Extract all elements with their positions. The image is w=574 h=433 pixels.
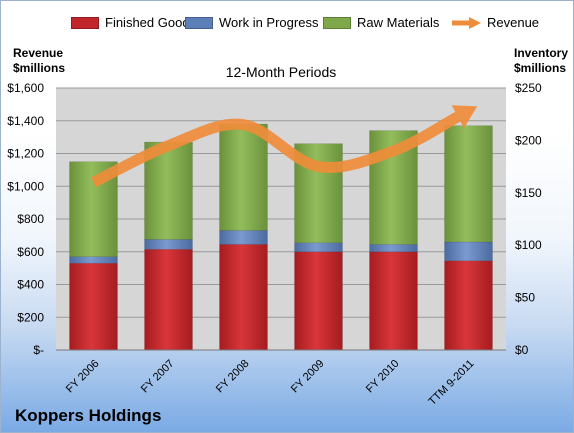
bar-work-in-progress — [219, 230, 268, 245]
left-tick-label: $1,200 — [7, 147, 44, 161]
bar-finished-goods — [144, 248, 193, 351]
right-axis-title-line2: $millions — [514, 61, 567, 75]
left-axis-title-line1: Revenue — [13, 46, 64, 60]
right-tick-label: $0 — [515, 343, 529, 357]
company-name: Koppers Holdings — [15, 406, 162, 425]
legend-item-work-in-progress: Work in Progress — [185, 15, 318, 30]
revenue-line — [91, 111, 461, 188]
legend-label-work-in-progress: Work in Progress — [219, 15, 319, 30]
left-tick-label: $1,400 — [7, 114, 44, 128]
bar-raw-materials — [444, 125, 493, 243]
left-tick-label: $800 — [17, 212, 44, 226]
left-tick-label: $600 — [17, 245, 44, 259]
x-tick-label: FY 2009 — [289, 358, 327, 396]
right-tick-label: $50 — [515, 291, 535, 305]
bar-work-in-progress — [144, 239, 193, 250]
legend-swatch-finished-goods — [71, 16, 99, 29]
legend-label-raw-materials: Raw Materials — [357, 15, 440, 30]
x-tick-label: FY 2006 — [64, 358, 102, 396]
x-tick-label: TTM 9-2011 — [426, 358, 476, 408]
left-tick-label: $- — [33, 343, 44, 357]
left-tick-label: $400 — [17, 278, 44, 292]
bar-finished-goods — [444, 260, 493, 351]
right-axis-title: Inventory $millions — [514, 46, 568, 76]
legend-label-finished-goods: Finished Goods — [105, 15, 197, 30]
bar-work-in-progress — [444, 241, 493, 262]
left-tick-label: $1,600 — [7, 81, 44, 95]
bar-finished-goods — [294, 251, 343, 351]
bar-raw-materials — [219, 123, 268, 231]
bar-work-in-progress — [294, 242, 343, 253]
right-tick-label: $200 — [515, 133, 542, 147]
legend-item-raw-materials: Raw Materials — [323, 15, 439, 30]
left-tick-label: $200 — [17, 310, 44, 324]
legend-arrow-icon — [452, 16, 481, 29]
x-tick-label: FY 2010 — [364, 358, 402, 396]
legend: Finished Goods Work in Progress Raw Mate… — [1, 15, 573, 35]
bar-finished-goods — [69, 262, 118, 351]
chart-title: 12-Month Periods — [225, 64, 337, 80]
right-tick-label: $250 — [515, 81, 542, 95]
revenue-arrowhead — [451, 105, 478, 129]
left-tick-label: $1,000 — [7, 179, 44, 193]
legend-item-revenue: Revenue — [451, 15, 539, 30]
right-tick-label: $150 — [515, 186, 542, 200]
legend-swatch-raw-materials — [323, 16, 351, 29]
left-axis-title: Revenue $millions — [13, 46, 65, 76]
x-tick-label: FY 2008 — [214, 358, 252, 396]
legend-label-revenue: Revenue — [487, 15, 540, 30]
bar-finished-goods — [369, 251, 418, 351]
legend-swatch-work-in-progress — [185, 16, 213, 29]
right-axis-title-line1: Inventory — [514, 46, 569, 60]
bar-finished-goods — [219, 244, 268, 351]
left-axis-title-line2: $millions — [13, 61, 66, 75]
right-tick-label: $100 — [515, 238, 542, 252]
bar-work-in-progress — [69, 256, 118, 264]
x-tick-label: FY 2007 — [139, 358, 177, 396]
legend-item-finished-goods: Finished Goods — [71, 15, 196, 30]
bar-work-in-progress — [369, 244, 418, 253]
